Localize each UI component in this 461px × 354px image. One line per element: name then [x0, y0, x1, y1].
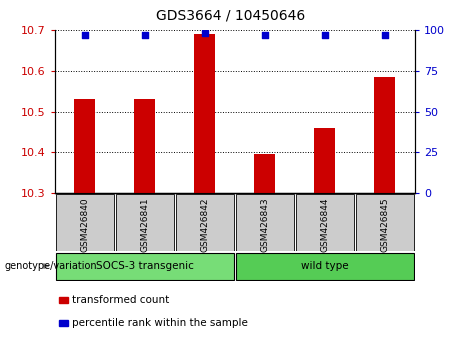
Text: GSM426844: GSM426844 [320, 198, 330, 252]
Text: transformed count: transformed count [72, 295, 170, 305]
Bar [195, 34, 215, 193]
Bar [56, 194, 114, 251]
Bar [236, 194, 294, 251]
Text: SOCS-3 transgenic: SOCS-3 transgenic [96, 261, 194, 271]
Bar [236, 252, 414, 280]
Text: wild type: wild type [301, 261, 349, 271]
Point [321, 32, 329, 38]
Bar [296, 194, 354, 251]
Text: GSM426842: GSM426842 [201, 198, 209, 252]
Point [261, 32, 269, 38]
Bar [254, 154, 275, 193]
Text: GSM426841: GSM426841 [140, 198, 149, 252]
Bar [356, 194, 414, 251]
Text: GSM426840: GSM426840 [80, 198, 89, 252]
Point [201, 30, 208, 36]
Bar [374, 77, 396, 193]
Bar [116, 194, 174, 251]
Bar [314, 128, 336, 193]
Point [81, 32, 89, 38]
Bar [74, 99, 95, 193]
Point [141, 32, 148, 38]
Bar [134, 99, 155, 193]
Point [381, 32, 389, 38]
Bar [56, 252, 234, 280]
Text: GSM426843: GSM426843 [260, 198, 269, 252]
Text: percentile rank within the sample: percentile rank within the sample [72, 318, 248, 328]
Text: GSM426845: GSM426845 [380, 198, 390, 252]
Text: genotype/variation: genotype/variation [5, 261, 97, 271]
Text: GDS3664 / 10450646: GDS3664 / 10450646 [156, 9, 305, 23]
Bar [176, 194, 234, 251]
